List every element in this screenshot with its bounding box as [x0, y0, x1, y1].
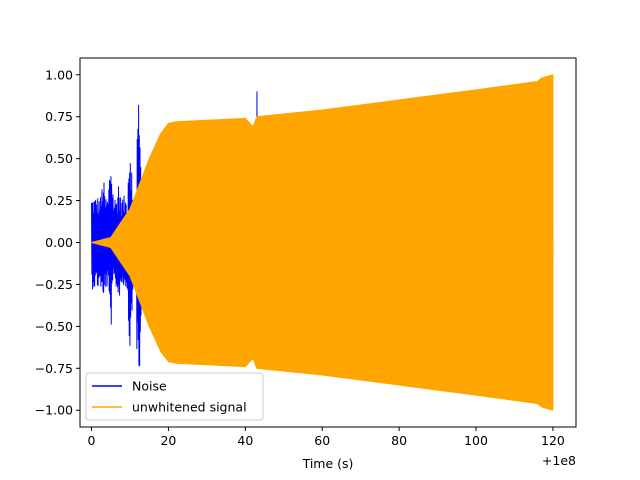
- series-unwhitened-signal-band: [91, 74, 554, 411]
- y-tick-label: −1.00: [35, 403, 73, 418]
- x-tick-label: 120: [541, 433, 565, 448]
- legend-label: unwhitened signal: [132, 400, 247, 415]
- x-tick-label: 80: [391, 433, 407, 448]
- legend: Noise unwhitened signal: [85, 372, 264, 421]
- legend-box: [85, 372, 264, 421]
- x-tick-label: 0: [88, 433, 96, 448]
- y-tick-label: −0.50: [35, 319, 73, 334]
- x-offset-label: +1e8: [542, 453, 576, 468]
- plot-area: [91, 74, 554, 411]
- y-tick-label: −0.75: [35, 361, 73, 376]
- y-tick-label: 1.00: [45, 67, 73, 82]
- y-tick-label: 0.25: [45, 193, 73, 208]
- x-tick-label: 100: [464, 433, 488, 448]
- axes: 0 20 40 60 80 100 120 1.00 0.75 0.50 0.25 0.00 −0.25…: [35, 57, 577, 448]
- x-tick-label: 40: [237, 433, 253, 448]
- y-tick-label: 0.00: [45, 235, 73, 250]
- y-tick-label: 0.75: [45, 109, 73, 124]
- y-tick-label: −0.25: [35, 277, 73, 292]
- y-tick-label: 0.50: [45, 151, 73, 166]
- x-axis-label: Time (s): [302, 456, 354, 471]
- x-tick-label: 20: [160, 433, 176, 448]
- x-tick-label: 60: [314, 433, 330, 448]
- legend-label: Noise: [132, 379, 167, 394]
